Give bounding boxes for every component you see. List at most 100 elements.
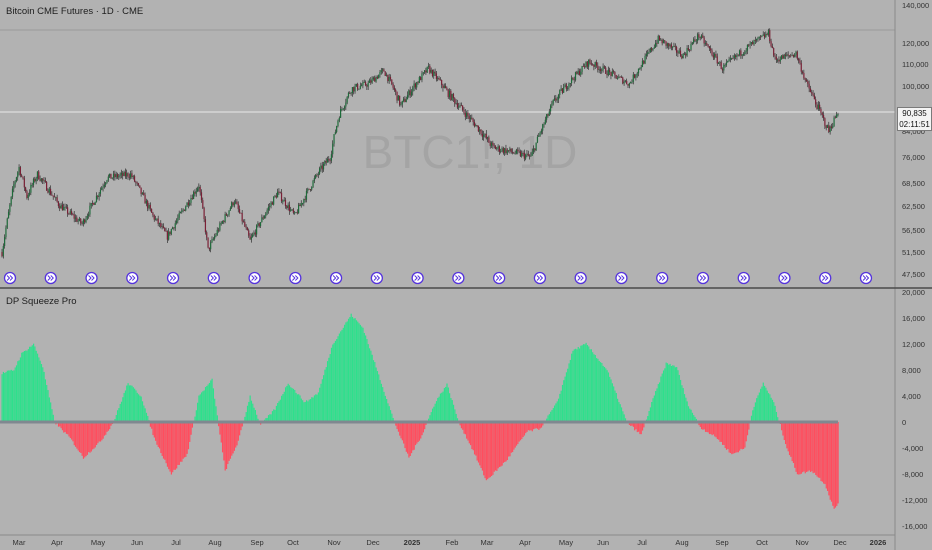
histogram-bar (82, 422, 85, 459)
double-chevron-right-icon[interactable] (166, 271, 180, 285)
double-chevron-right-icon[interactable] (615, 271, 628, 285)
histogram-bar (170, 422, 172, 475)
double-chevron-right-icon[interactable] (3, 271, 17, 285)
double-chevron-right-icon[interactable] (329, 271, 343, 285)
double-chevron-right-icon[interactable] (778, 271, 791, 285)
candle-body (606, 73, 608, 76)
histogram-bar (101, 422, 103, 441)
histogram-bar (229, 422, 232, 459)
double-chevron-right-icon[interactable] (492, 271, 506, 285)
double-chevron-right-icon[interactable] (85, 271, 98, 285)
histogram-bar (711, 422, 713, 436)
candle-body (330, 154, 333, 161)
candle-body (299, 204, 301, 207)
histogram-bar (302, 400, 304, 422)
candle-body (628, 83, 630, 86)
candle-body (193, 192, 195, 199)
histogram-bar (43, 371, 45, 422)
candle-body (381, 69, 384, 71)
candle-body (616, 78, 619, 79)
double-chevron-right-icon[interactable] (819, 271, 832, 285)
double-chevron-right-icon[interactable] (370, 271, 384, 285)
histogram-bar (76, 422, 78, 449)
candle-body (434, 71, 436, 74)
candle-body (577, 70, 579, 74)
indicator-title[interactable]: DP Squeeze Pro (6, 296, 77, 307)
histogram-bar (471, 422, 473, 450)
double-chevron-right-icon[interactable] (411, 271, 424, 285)
histogram-bar (547, 415, 549, 422)
candle-body (494, 146, 497, 150)
histogram-bar (607, 372, 610, 422)
time-tick-label: Nov (327, 538, 341, 547)
candle-body (35, 178, 37, 182)
double-chevron-right-icon[interactable] (126, 271, 139, 285)
histogram-bar (237, 422, 239, 441)
indicator-tick-label: -8,000 (902, 470, 923, 479)
double-chevron-right-icon[interactable] (574, 271, 587, 285)
histogram-bar (328, 357, 330, 422)
histogram-bar (655, 391, 657, 422)
candle-body (364, 81, 367, 86)
histogram-bar (509, 422, 511, 457)
histogram-bar (378, 374, 380, 422)
candle-body (208, 247, 210, 250)
candle-body (404, 98, 406, 103)
histogram-bar (550, 411, 552, 422)
double-chevron-right-icon[interactable] (533, 271, 547, 285)
histogram-bar (15, 365, 18, 422)
histogram-bar (151, 422, 153, 429)
candle-body (527, 153, 529, 156)
candle-body (563, 87, 565, 93)
event-markers-row (3, 271, 873, 285)
candle-body (771, 46, 773, 48)
histogram-bar (219, 422, 221, 435)
candle-body (325, 160, 327, 163)
candle-body (355, 83, 357, 86)
price-axis[interactable]: 140,000 120,000 110,000 100,000 84,000 76,000… (902, 1, 929, 531)
double-chevron-right-icon[interactable] (656, 271, 669, 285)
histogram-bar (438, 396, 440, 422)
histogram-bar (270, 414, 272, 422)
candle-body (90, 203, 92, 206)
candle-body (637, 68, 640, 74)
candle-body (362, 82, 364, 86)
double-chevron-right-icon[interactable] (289, 271, 302, 285)
time-axis[interactable]: Mar Apr May Jun Jul Aug Sep Oct Nov Dec 2025 Feb Mar… (13, 538, 887, 547)
candle-body (106, 180, 108, 183)
histogram-bar (739, 422, 741, 451)
double-chevron-right-icon[interactable] (207, 271, 220, 285)
histogram-bar (351, 316, 354, 422)
histogram-bar (400, 422, 402, 439)
histogram-bar (613, 386, 615, 422)
double-chevron-right-icon[interactable] (737, 271, 750, 285)
time-tick-label: Feb (446, 538, 459, 547)
histogram-bar (160, 422, 162, 454)
histogram-bar (110, 422, 112, 426)
candle-body (427, 65, 430, 67)
candle-body (10, 196, 12, 205)
histogram-bar (179, 422, 182, 462)
histogram-bar (42, 367, 44, 422)
double-chevron-right-icon[interactable] (859, 271, 873, 285)
double-chevron-right-icon[interactable] (44, 271, 57, 285)
histogram-bar (157, 422, 159, 447)
candle-body (639, 68, 641, 70)
candle-body (69, 211, 71, 214)
candle-body (200, 192, 203, 201)
histogram-bar (577, 346, 579, 422)
symbol-title[interactable]: Bitcoin CME Futures · 1D · CME (6, 6, 144, 17)
candle-body (796, 51, 798, 59)
double-chevron-right-icon[interactable] (452, 271, 465, 285)
histogram-bar (208, 382, 211, 422)
double-chevron-right-icon[interactable] (696, 271, 710, 285)
histogram-bar (300, 398, 302, 422)
candle-body (56, 197, 58, 202)
candle-body (36, 171, 39, 179)
candle-body (421, 73, 423, 81)
double-chevron-right-icon[interactable] (248, 271, 261, 285)
histogram-bar (354, 318, 356, 422)
candle-body (225, 214, 228, 216)
candle-body (199, 186, 201, 193)
